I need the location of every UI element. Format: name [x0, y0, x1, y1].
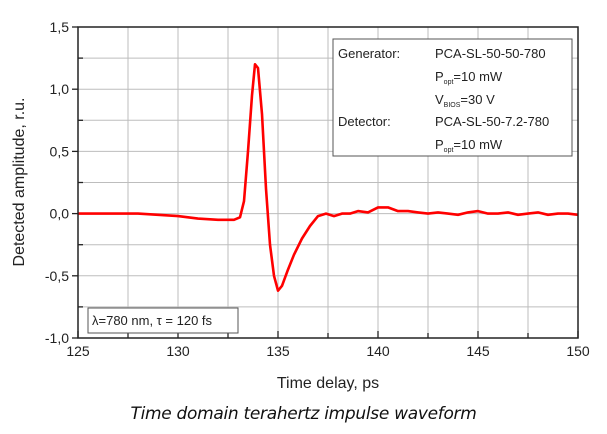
y-tick-label: -1,0: [45, 330, 69, 346]
y-tick-label: 0,0: [50, 206, 70, 222]
legend-value: VBIOS=30 V: [435, 92, 495, 109]
y-tick-label: 1,5: [50, 19, 70, 35]
x-tick-label: 145: [466, 343, 490, 359]
legend-label: Generator:: [338, 46, 400, 61]
x-tick-label: 125: [66, 343, 90, 359]
x-tick-label: 135: [266, 343, 290, 359]
legend-value: PCA-SL-50-7.2-780: [435, 114, 549, 129]
series-line: [78, 63, 579, 292]
ticks: 125 130 135 140 145 150 1,5 1,0 0,5 0,0 -0,5 -1,0: [45, 19, 590, 359]
y-axis-label: Detected amplitude, r.u.: [11, 98, 28, 267]
y-tick-label: 1,0: [50, 81, 70, 97]
y-tick-label: -0,5: [45, 268, 69, 284]
x-tick-label: 140: [366, 343, 390, 359]
legend-value: PCA-SL-50-50-780: [435, 46, 546, 61]
y-tick-label: 0,5: [50, 143, 70, 159]
annotation-box: λ=780 nm, τ = 120 fs: [87, 307, 239, 334]
legend-value: Popt=10 mW: [435, 137, 503, 154]
figure-caption: Time domain terahertz impulse waveform: [130, 404, 477, 424]
x-tick-label: 150: [566, 343, 590, 359]
legend-value: Popt=10 mW: [435, 69, 503, 86]
x-tick-label: 130: [166, 343, 190, 359]
legend: Generator: PCA-SL-50-50-780 Popt=10 mW V…: [332, 38, 573, 157]
annotation-text: λ=780 nm, τ = 120 fs: [92, 313, 213, 328]
x-axis-label: Time delay, ps: [277, 375, 379, 392]
legend-label: Detector:: [338, 114, 391, 129]
